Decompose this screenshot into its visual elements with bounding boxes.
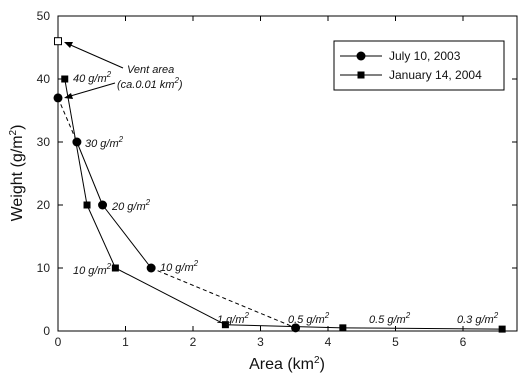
vent-arrow-head-2 [64,93,73,99]
x-axis-title: Area (km2) [249,355,325,373]
series-1-segment [342,327,503,330]
series-lines [57,41,503,330]
series-1-segment [115,267,226,326]
x-tick-label: 1 [122,335,129,349]
series-1-point [111,264,119,272]
x-tick-label: 6 [460,335,467,349]
series-0-point [291,323,301,333]
vent-point [54,37,62,46]
series-0-segment [57,97,78,143]
series-1-point [498,325,506,333]
series-1-segment [86,204,116,269]
series-0-point [98,200,108,210]
series-markers [53,37,506,333]
series-0-segment [76,141,104,206]
vent-annotation: Vent area (ca.0.01 km2) [64,42,183,99]
legend-label-jan: January 14, 2004 [389,68,482,82]
legend-marker-jan [357,71,365,79]
vent-sublabel: (ca.0.01 km2) [117,76,183,91]
y-tick-label: 30 [37,135,51,149]
y-tick-labels: 0 10 20 30 40 50 [37,9,51,338]
x-tick-label: 4 [325,335,332,349]
legend: July 10, 2003 January 14, 2004 [333,40,505,91]
series-1-point [61,75,69,83]
point-label-1: 1 g/m2 [217,311,250,326]
y-tick-label: 40 [37,72,51,86]
x-tick-label: 2 [190,335,197,349]
x-tick-labels: 0 1 2 3 4 5 6 [55,335,467,349]
point-label-10-jul: 10 g/m2 [160,259,199,274]
series-0-segment [102,204,152,269]
y-tick-label: 50 [37,9,51,23]
point-label-20: 20 g/m2 [111,198,151,213]
legend-box [333,40,505,91]
x-tick-label: 5 [392,335,399,349]
series-0-point [53,93,63,103]
point-label-40: 40 g/m2 [73,70,112,85]
plot-frame [57,15,518,332]
y-tick-label: 20 [37,198,51,212]
vent-label: Vent area [127,64,174,76]
point-label-10-jan: 10 g/m2 [73,262,112,277]
legend-label-july: July 10, 2003 [389,49,461,63]
point-label-05-jul: 0.5 g/m2 [288,311,330,326]
y-axis-title: Weight (g/m2) [8,125,26,222]
series-0-point [146,263,156,273]
point-labels: 40 g/m2 30 g/m2 20 g/m2 10 g/m2 10 g/m2 … [73,70,499,326]
series-1-point [221,321,229,329]
series-1-segment [225,324,343,329]
legend-marker-july [356,51,366,61]
vent-arrow-line-2 [66,82,116,98]
series-0-point [72,137,82,147]
point-label-03: 0.3 g/m2 [457,311,499,326]
point-label-05-jan: 0.5 g/m2 [369,311,411,326]
series-1-point [83,201,91,209]
y-tick-label: 10 [37,261,51,275]
series-1-point [339,324,347,332]
y-tick-label: 0 [43,324,50,338]
x-tick-label: 0 [55,335,62,349]
point-label-30: 30 g/m2 [85,135,124,150]
vent-arrow-head-1 [64,42,73,48]
series-0-segment [150,267,296,329]
vent-arrow-line-1 [65,42,124,69]
x-tick-label: 3 [257,335,264,349]
